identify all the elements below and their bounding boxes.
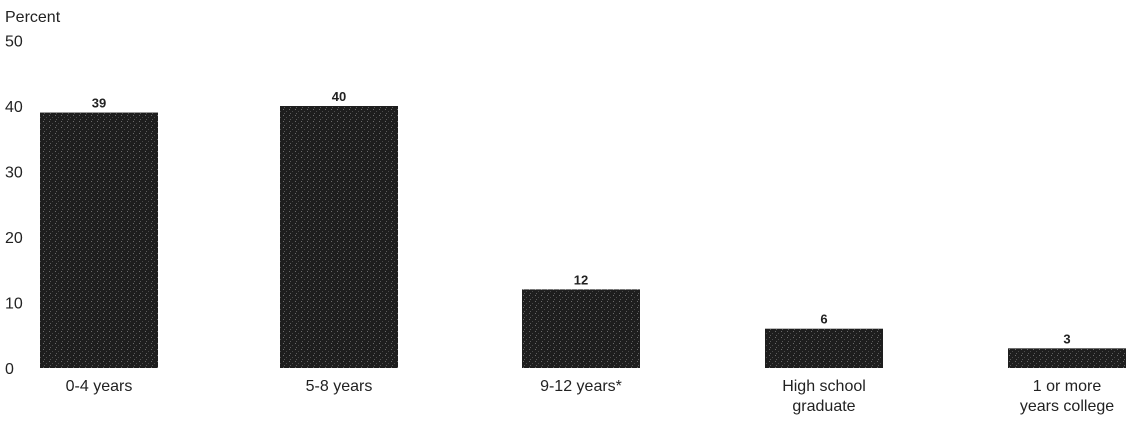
category-label-3-line-0: High school bbox=[782, 378, 866, 395]
y-tick-label-5: 50 bbox=[5, 34, 23, 51]
bar-2 bbox=[522, 289, 640, 368]
y-tick-label-4: 40 bbox=[5, 99, 23, 116]
y-tick-label-3: 30 bbox=[5, 165, 23, 182]
category-label-3-line-1: graduate bbox=[792, 398, 855, 415]
bar-1 bbox=[280, 106, 398, 368]
bars bbox=[40, 106, 1126, 368]
y-tick-label-1: 10 bbox=[5, 296, 23, 313]
data-label-3: 6 bbox=[820, 312, 827, 327]
data-labels: 39 40 12 6 3 bbox=[92, 89, 1071, 346]
data-label-2: 12 bbox=[574, 272, 588, 287]
category-label-4-line-1: years college bbox=[1020, 398, 1114, 415]
y-tick-label-2: 20 bbox=[5, 230, 23, 247]
bar-3 bbox=[765, 328, 883, 368]
category-label-1: 5-8 years bbox=[306, 378, 373, 395]
category-labels: 0-4 years 5-8 years 9-12 years* High school… bbox=[66, 378, 1115, 415]
y-axis-title: Percent bbox=[5, 9, 61, 26]
y-tick-label-0: 0 bbox=[5, 361, 14, 378]
data-label-1: 40 bbox=[332, 89, 346, 104]
data-label-4: 3 bbox=[1063, 331, 1070, 346]
y-axis-ticks: 0 10 20 30 40 50 bbox=[5, 34, 23, 379]
category-label-2: 9-12 years* bbox=[540, 378, 622, 395]
category-label-4-line-0: 1 or more bbox=[1033, 378, 1102, 395]
data-label-0: 39 bbox=[92, 96, 106, 111]
bar-4 bbox=[1008, 348, 1126, 368]
bar-0 bbox=[40, 112, 158, 368]
category-label-0: 0-4 years bbox=[66, 378, 133, 395]
